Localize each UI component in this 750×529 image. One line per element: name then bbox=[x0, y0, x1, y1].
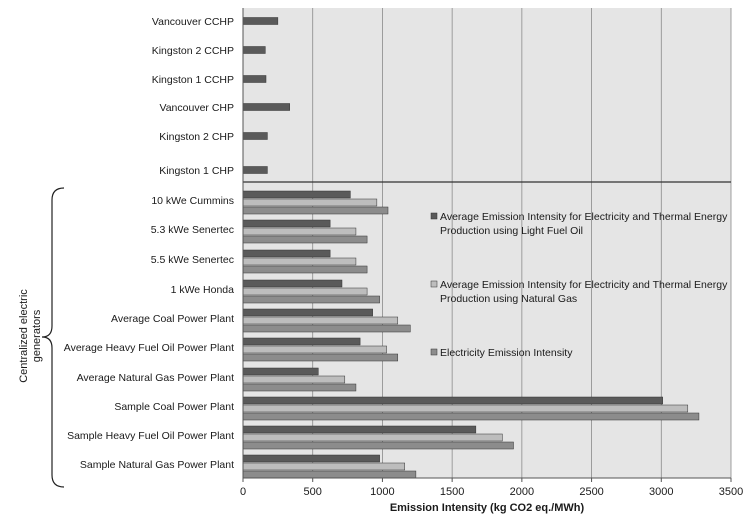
bar bbox=[242, 324, 411, 333]
bar bbox=[242, 257, 357, 266]
bar bbox=[242, 227, 357, 236]
bar bbox=[242, 441, 514, 450]
category-label: Kingston 1 CHP bbox=[159, 165, 234, 177]
bar bbox=[242, 166, 268, 174]
legend-swatch bbox=[430, 280, 438, 288]
bar bbox=[242, 249, 331, 258]
bar bbox=[242, 316, 399, 325]
bar bbox=[242, 470, 417, 479]
legend-entry: Average Emission Intensity for Electrici… bbox=[440, 211, 728, 237]
bar bbox=[242, 383, 357, 392]
bar bbox=[242, 190, 351, 199]
bar bbox=[242, 235, 368, 244]
category-label: 1 kWe Honda bbox=[171, 284, 235, 296]
x-tick-label: 1000 bbox=[370, 486, 394, 498]
x-tick-label: 500 bbox=[304, 486, 322, 498]
bar bbox=[242, 206, 389, 215]
bar bbox=[242, 433, 503, 442]
legend-swatch bbox=[430, 212, 438, 220]
bar bbox=[242, 353, 399, 362]
bar bbox=[242, 17, 279, 25]
bar bbox=[242, 412, 700, 421]
bar bbox=[242, 462, 405, 471]
category-label: Average Natural Gas Power Plant bbox=[77, 372, 234, 384]
category-label: Vancouver CHP bbox=[159, 102, 234, 114]
x-axis-title: Emission Intensity (kg CO2 eq./MWh) bbox=[390, 502, 585, 514]
bar bbox=[242, 103, 290, 111]
bar bbox=[242, 454, 380, 463]
bar bbox=[242, 219, 331, 228]
category-label: Average Heavy Fuel Oil Power Plant bbox=[64, 342, 234, 354]
category-label: 5.5 kWe Senertec bbox=[151, 254, 234, 266]
category-label: Kingston 2 CCHP bbox=[152, 45, 234, 57]
legend: Average Emission Intensity for Electrici… bbox=[430, 211, 728, 359]
bar bbox=[242, 425, 477, 434]
legend-entry: Electricity Emission Intensity bbox=[440, 347, 573, 359]
x-tick-label: 2500 bbox=[579, 486, 603, 498]
bar bbox=[242, 308, 373, 317]
x-tick-label: 1500 bbox=[440, 486, 464, 498]
category-label: Sample Heavy Fuel Oil Power Plant bbox=[67, 430, 234, 442]
category-label: Sample Coal Power Plant bbox=[114, 401, 234, 413]
category-label: 10 kWe Cummins bbox=[151, 195, 234, 207]
category-labels: Vancouver CCHP Kingston 2 CCHP Kingston 1 … bbox=[64, 16, 234, 471]
group-brace bbox=[41, 187, 65, 488]
bar bbox=[242, 279, 343, 288]
category-label: Sample Natural Gas Power Plant bbox=[80, 459, 234, 471]
bar bbox=[242, 198, 378, 207]
x-tick-label: 3000 bbox=[649, 486, 673, 498]
bar bbox=[242, 265, 368, 274]
bar bbox=[242, 287, 368, 296]
bars bbox=[242, 17, 700, 479]
legend-swatch bbox=[430, 348, 438, 356]
x-tick-label: 2000 bbox=[510, 486, 534, 498]
bar bbox=[242, 345, 387, 354]
bar bbox=[242, 337, 361, 346]
bar bbox=[242, 396, 663, 405]
bar bbox=[242, 295, 380, 304]
bar bbox=[242, 46, 266, 54]
x-tick-label: 0 bbox=[240, 486, 246, 498]
category-label: 5.3 kWe Senertec bbox=[151, 224, 234, 236]
category-label: Kingston 2 CHP bbox=[159, 131, 234, 143]
bar bbox=[242, 375, 346, 384]
category-label: Kingston 1 CCHP bbox=[152, 74, 234, 86]
group-label: Centralized electricgenerators bbox=[18, 289, 43, 383]
bar bbox=[242, 132, 268, 140]
x-tick-label: 3500 bbox=[719, 486, 743, 498]
category-label: Vancouver CCHP bbox=[152, 16, 234, 28]
bar bbox=[242, 367, 319, 376]
legend-entry: Average Emission Intensity for Electrici… bbox=[440, 279, 728, 305]
bar bbox=[242, 75, 267, 83]
bar bbox=[242, 404, 689, 413]
x-tick-labels: 0 500 1000 1500 2000 2500 3000 3500 bbox=[240, 478, 743, 498]
category-label: Average Coal Power Plant bbox=[111, 313, 234, 325]
